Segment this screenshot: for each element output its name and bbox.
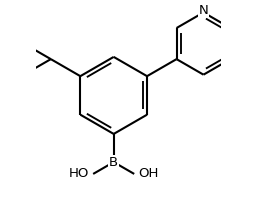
Text: N: N bbox=[199, 4, 208, 17]
Text: HO: HO bbox=[68, 167, 89, 180]
Text: OH: OH bbox=[139, 167, 159, 180]
Text: B: B bbox=[109, 155, 118, 168]
